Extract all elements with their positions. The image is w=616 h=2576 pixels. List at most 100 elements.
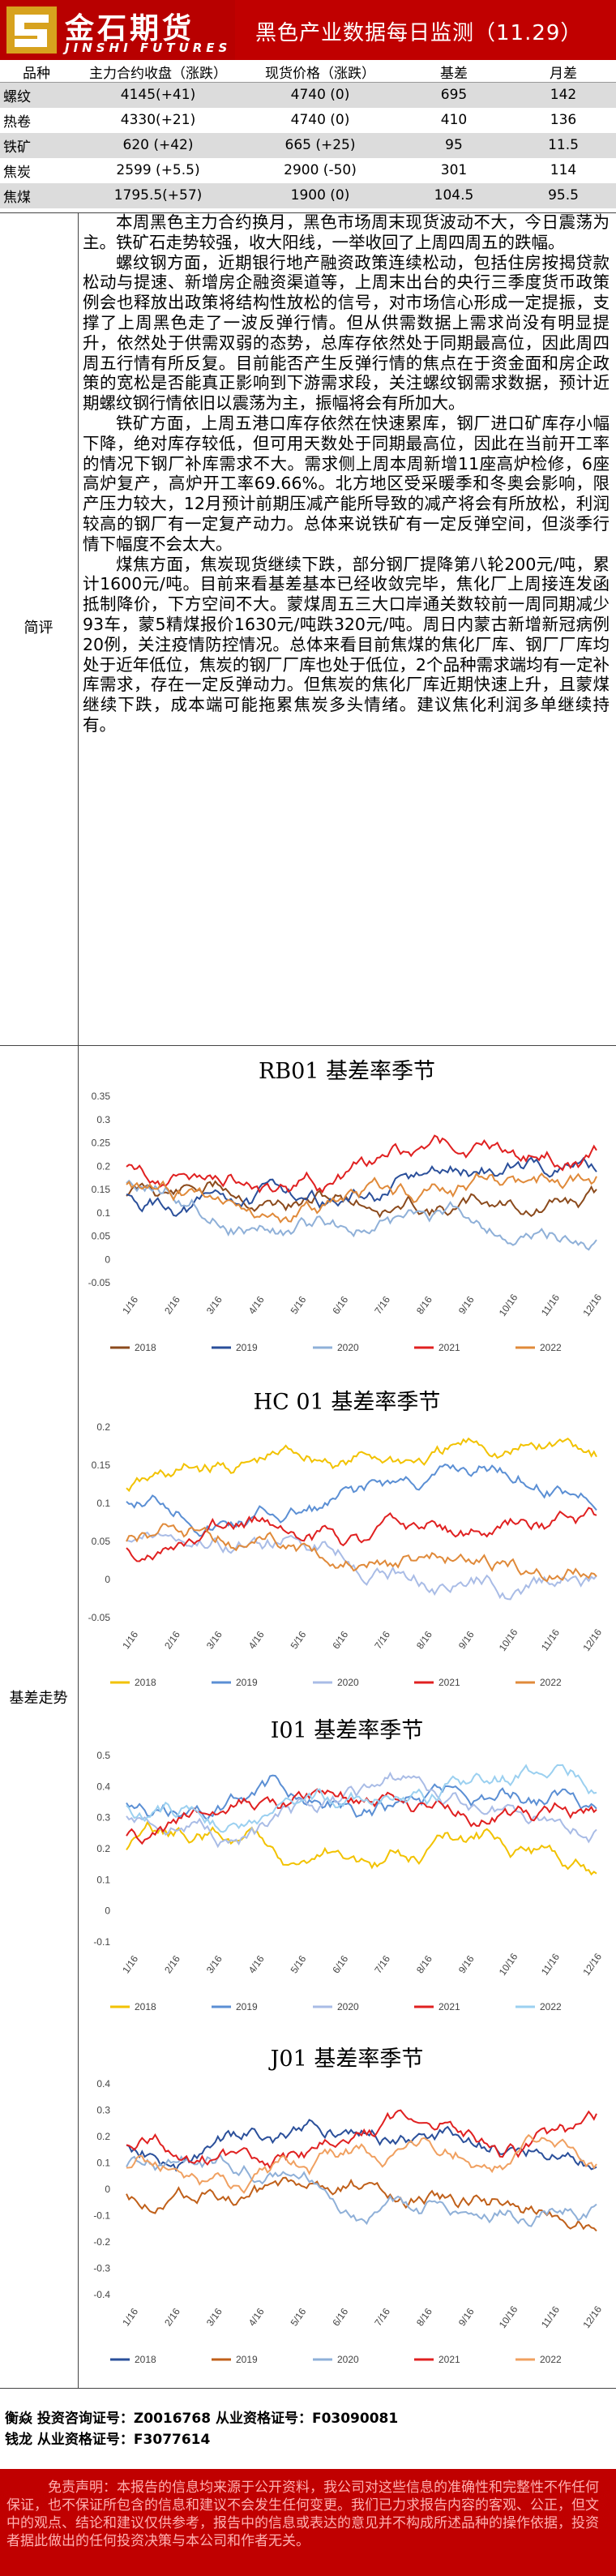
x-tick-label: 12/16 [580,1292,604,1318]
commentary-paragraph: 螺纹钢方面，近期银行地产融资政策连续松动，包括住房按揭贷款松动与提速、新增房企融… [83,252,610,414]
x-tick-label: 6/16 [330,1629,350,1651]
y-tick-label: 0.15 [92,1459,111,1471]
x-tick-label: 3/16 [204,1953,225,1975]
y-tick-label: 0.3 [96,2105,110,2116]
y-tick-label: -0.3 [93,2263,110,2274]
disclaimer: 免责声明：本报告的信息均来源于公开资料，我公司对这些信息的准确性和完整性不作任何… [0,2469,616,2576]
column-header: 品种 [0,62,73,83]
legend-label: 2018 [135,2001,156,2012]
y-tick-label: 0.05 [92,1231,111,1242]
y-tick-label: 0.15 [92,1184,111,1195]
column-header: 主力合约收盘（涨跌） [73,62,243,83]
series-line [126,1463,597,1537]
report-header: 金石期货 JINSHI FUTURES 黑色产业数据每日监测（11.29） [0,0,616,60]
x-tick-label: 9/16 [456,2306,477,2328]
legend-label: 2021 [438,1342,460,1353]
table-cell: 焦炭 [0,157,73,183]
basis-chart-j01: J01 基差率季节 0.4 0.3 0.2 0.1 0 -0.1 -0.2 -0.3 -0.4 1/… [78,2035,616,2384]
table-cell: 铁矿 [0,132,73,158]
table-row: 焦炭 2599 (+5.5) 2900 (-50) 301 114 [0,157,616,183]
x-tick-label: 8/16 [414,2306,434,2328]
table-cell: 410 [397,107,511,133]
commentary-label: 简评 [24,619,53,636]
legend-label: 2022 [540,1342,562,1353]
legend-label: 2020 [337,1342,359,1353]
series-line [126,1531,597,1601]
table-cell: 热卷 [0,107,73,133]
x-tick-label: 3/16 [204,1629,225,1651]
y-tick-label: 0.4 [96,1781,110,1792]
legend-label: 2021 [438,1677,460,1688]
legend-label: 2020 [337,2354,359,2365]
legend-label: 2019 [236,2354,258,2365]
x-tick-label: 12/16 [580,2304,604,2330]
series-line [126,2133,597,2194]
table-cell: 620 (+42) [73,132,243,158]
legend-label: 2020 [337,2001,359,2012]
series-line [126,1507,597,1562]
table-cell: 95.5 [511,182,616,208]
y-tick-label: 0.25 [92,1138,111,1149]
x-tick-label: 1/16 [120,1629,140,1651]
series-line [126,2109,597,2171]
logo-english-name: JINSHI FUTURES [65,41,232,55]
commentary-paragraph: 铁矿方面，上周五港口库存依然在快速累库，钢厂进口矿库存小幅下降，绝对库存较低，但… [83,413,610,554]
basis-chart-hc01: HC 01 基差率季节 0.2 0.15 0.1 0.05 0 -0.05 1/16 2/16 3… [78,1378,616,1707]
y-tick-label: 0.2 [96,1421,110,1433]
table-cell: 4740 (0) [243,107,397,133]
x-tick-label: 6/16 [330,1953,350,1975]
x-tick-label: 11/16 [539,1627,562,1652]
x-tick-label: 2/16 [162,1953,182,1975]
analyst-credits: 衡焱 投资咨询证号：Z0016768 从业资格证号：F03090081 钱龙 从… [0,2388,616,2469]
logo-chinese-name: 金石期货 [65,12,195,45]
series-line [126,2176,597,2232]
legend-label: 2018 [135,2354,156,2365]
basis-section-label: 基差走势 [9,1690,68,1707]
x-tick-label: 10/16 [497,1627,520,1653]
commentary-paragraph: 煤焦方面，焦炭现货继续下跌，部分钢厂提降第八轮200元/吨，累计1600元/吨。… [83,554,610,735]
x-tick-label: 5/16 [289,1294,309,1316]
chart-title: RB01 基差率季节 [259,1059,435,1084]
table-cell: 136 [511,107,616,133]
legend-label: 2019 [236,2001,258,2012]
x-tick-label: 7/16 [372,1953,392,1975]
table-cell: 665 (+25) [243,132,397,158]
x-tick-label: 7/16 [372,1629,392,1651]
commentary-section [0,212,616,1046]
x-tick-label: 2/16 [162,1294,182,1316]
series-line [126,1437,597,1493]
x-tick-label: 5/16 [289,1953,309,1975]
table-cell: 95 [397,132,511,158]
series-line [126,2119,597,2172]
legend-label: 2019 [236,1677,258,1688]
series-line [126,1764,597,1833]
x-tick-label: 5/16 [289,1629,309,1651]
series-line [126,1180,597,1219]
table-cell: 301 [397,157,511,183]
table-cell: 11.5 [511,132,616,158]
table-row: 焦煤 1795.5(+57) 1900 (0) 104.5 95.5 [0,182,616,208]
table-cell: 695 [397,82,511,108]
y-tick-label: 0.4 [96,2078,110,2090]
y-tick-label: 0.2 [96,1160,110,1172]
column-header: 现货价格（涨跌） [243,62,397,83]
x-tick-label: 11/16 [539,1292,562,1318]
series-line [126,1820,597,1876]
quote-table: 品种 主力合约收盘（涨跌） 现货价格（涨跌） 基差 月差 螺纹 4145(+41… [0,62,616,208]
x-tick-label: 4/16 [246,1294,267,1316]
y-tick-label: -0.1 [93,1936,110,1948]
legend-label: 2022 [540,2001,562,2012]
x-tick-label: 7/16 [372,1294,392,1316]
x-tick-label: 6/16 [330,2306,350,2328]
table-cell: 2900 (-50) [243,157,397,183]
table-cell: 2599 (+5.5) [73,157,243,183]
series-line [126,1774,597,1821]
chart-rb01: RB01 基差率季节 0.35 0.3 0.25 0.2 0.15 0.1 0.05 0 -0.0… [88,1059,605,1353]
y-tick-label: 0.35 [92,1091,111,1102]
series-line [126,1134,597,1194]
legend-label: 2018 [135,1342,156,1353]
series-line [126,1172,597,1224]
x-tick-label: 5/16 [289,2306,309,2328]
legend-label: 2022 [540,2354,562,2365]
table-header-row: 品种 主力合约收盘（涨跌） 现货价格（涨跌） 基差 月差 [0,62,616,83]
